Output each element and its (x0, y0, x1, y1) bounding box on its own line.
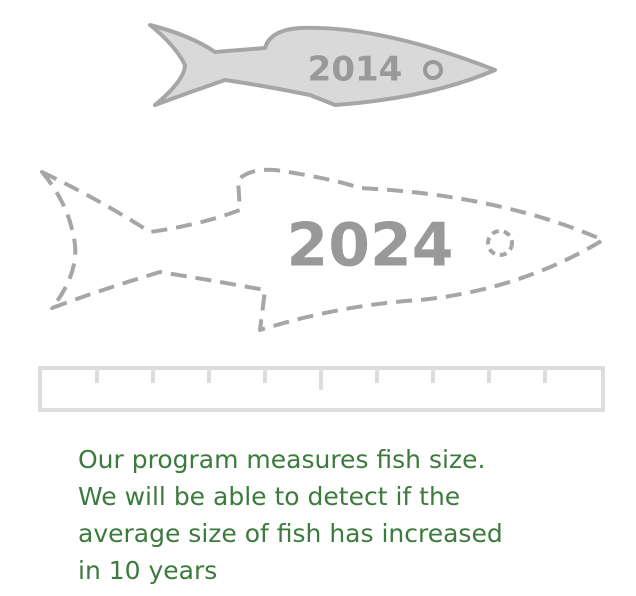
caption-line: average size of fish has increased (78, 519, 503, 548)
label-2014: 2014 (308, 50, 403, 90)
eye (486, 229, 514, 257)
caption-line: We will be able to detect if the (78, 482, 460, 511)
ruler (38, 366, 605, 412)
caption-line: in 10 years (78, 556, 217, 585)
eye (423, 60, 443, 80)
label-2024: 2024 (287, 211, 454, 281)
fish-2024 (40, 167, 605, 332)
caption-line: Our program measures fish size. (78, 445, 485, 474)
fish-2014 (148, 23, 497, 107)
